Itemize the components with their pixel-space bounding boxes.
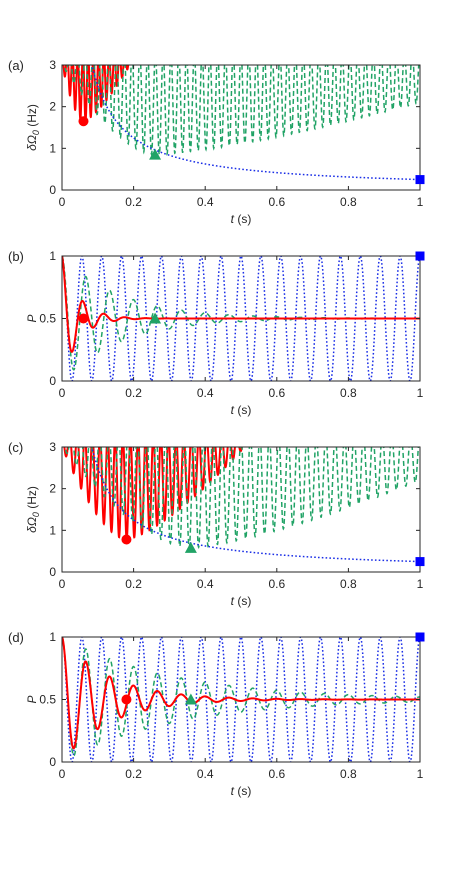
y-axis-label: P (25, 695, 39, 703)
panel-label: (b) (8, 249, 24, 264)
y-tick-label: 1 (49, 630, 56, 644)
marker-square (415, 251, 425, 261)
x-tick-label: 1 (417, 195, 424, 209)
x-tick-label: 0.2 (125, 386, 142, 400)
x-tick-label: 0.6 (268, 195, 285, 209)
axes-frame (61, 64, 421, 191)
panel-2: 0 0.2 0.4 0.6 0.8 1 0 1 2 3 (c) t (s) δΩ0 (Hz) (8, 440, 425, 608)
panel-label: (c) (8, 440, 23, 455)
plot-area (62, 256, 420, 381)
x-tick-label: 1 (417, 767, 424, 781)
x-tick-label: 1 (417, 577, 424, 591)
series-1-line (63, 65, 420, 157)
series-2-line (91, 447, 420, 563)
marker-triangle (149, 312, 162, 324)
marker-square (415, 557, 425, 567)
x-tick-label: 0.8 (340, 195, 357, 209)
marker-circle (78, 313, 89, 324)
panel-0: 0 0.2 0.4 0.6 0.8 1 0 1 2 3 (a) t (s) δΩ0 (Hz) (8, 58, 425, 226)
marker-triangle (149, 148, 162, 160)
x-tick-label: 0.6 (268, 577, 285, 591)
x-tick-label: 0 (59, 386, 66, 400)
axes-frame (61, 446, 421, 573)
x-axis-label: t (s) (231, 594, 252, 608)
x-tick-label: 0.8 (340, 386, 357, 400)
series-1-line (62, 256, 420, 371)
x-tick-label: 0 (59, 767, 66, 781)
y-tick-label: 3 (49, 58, 56, 72)
y-axis-label: δΩ0 (Hz) (25, 104, 41, 151)
plot-area (62, 637, 420, 762)
x-tick-label: 0.8 (340, 767, 357, 781)
y-tick-label: 3 (49, 440, 56, 454)
y-tick-label: 2 (49, 100, 56, 114)
panel-label: (a) (8, 58, 24, 73)
y-tick-label: 0.5 (39, 693, 56, 707)
x-axis-label: t (s) (231, 212, 252, 226)
marker-circle (78, 116, 89, 127)
x-tick-label: 0.4 (197, 767, 214, 781)
x-tick-label: 0 (59, 577, 66, 591)
x-axis-label: t (s) (231, 403, 252, 417)
x-tick-label: 0.2 (125, 195, 142, 209)
series-2-line (91, 65, 420, 181)
marker-square (415, 175, 425, 185)
x-tick-label: 0.2 (125, 577, 142, 591)
y-tick-label: 1 (49, 249, 56, 263)
series-1-line (62, 637, 420, 757)
marker-circle (121, 694, 132, 705)
panel-label: (d) (8, 630, 24, 645)
plot-area (63, 447, 420, 563)
panel-1: 0 0.2 0.4 0.6 0.8 1 0 0.5 1 (b) t (s) P (8, 249, 425, 417)
x-tick-label: 1 (417, 386, 424, 400)
marker-triangle (184, 541, 197, 553)
x-tick-label: 0.8 (340, 577, 357, 591)
y-tick-label: 0 (49, 374, 56, 388)
series-0-line (62, 65, 130, 122)
marker-circle (121, 534, 132, 545)
y-tick-label: 1 (49, 523, 56, 537)
x-tick-label: 0.2 (125, 767, 142, 781)
marker-square (415, 632, 425, 642)
panel-3: 0 0.2 0.4 0.6 0.8 1 0 0.5 1 (d) t (s) P (8, 630, 425, 798)
y-tick-label: 1 (49, 141, 56, 155)
y-tick-label: 0 (49, 183, 56, 197)
x-tick-label: 0.4 (197, 195, 214, 209)
x-axis-label: t (s) (231, 784, 252, 798)
y-axis-label: δΩ0 (Hz) (25, 486, 41, 533)
x-tick-label: 0.6 (268, 386, 285, 400)
y-tick-label: 0 (49, 755, 56, 769)
y-tick-label: 0 (49, 565, 56, 579)
y-tick-label: 0.5 (39, 312, 56, 326)
series-2-line (62, 637, 420, 750)
x-tick-label: 0 (59, 195, 66, 209)
series-2-line (62, 256, 420, 353)
x-tick-label: 0.6 (268, 767, 285, 781)
y-axis-label: P (25, 314, 39, 322)
x-tick-label: 0.4 (197, 386, 214, 400)
series-1-line (64, 447, 420, 550)
y-tick-label: 2 (49, 482, 56, 496)
marker-triangle (184, 693, 197, 705)
plot-area (62, 65, 420, 181)
x-tick-label: 0.4 (197, 577, 214, 591)
series-0-line (63, 447, 243, 541)
